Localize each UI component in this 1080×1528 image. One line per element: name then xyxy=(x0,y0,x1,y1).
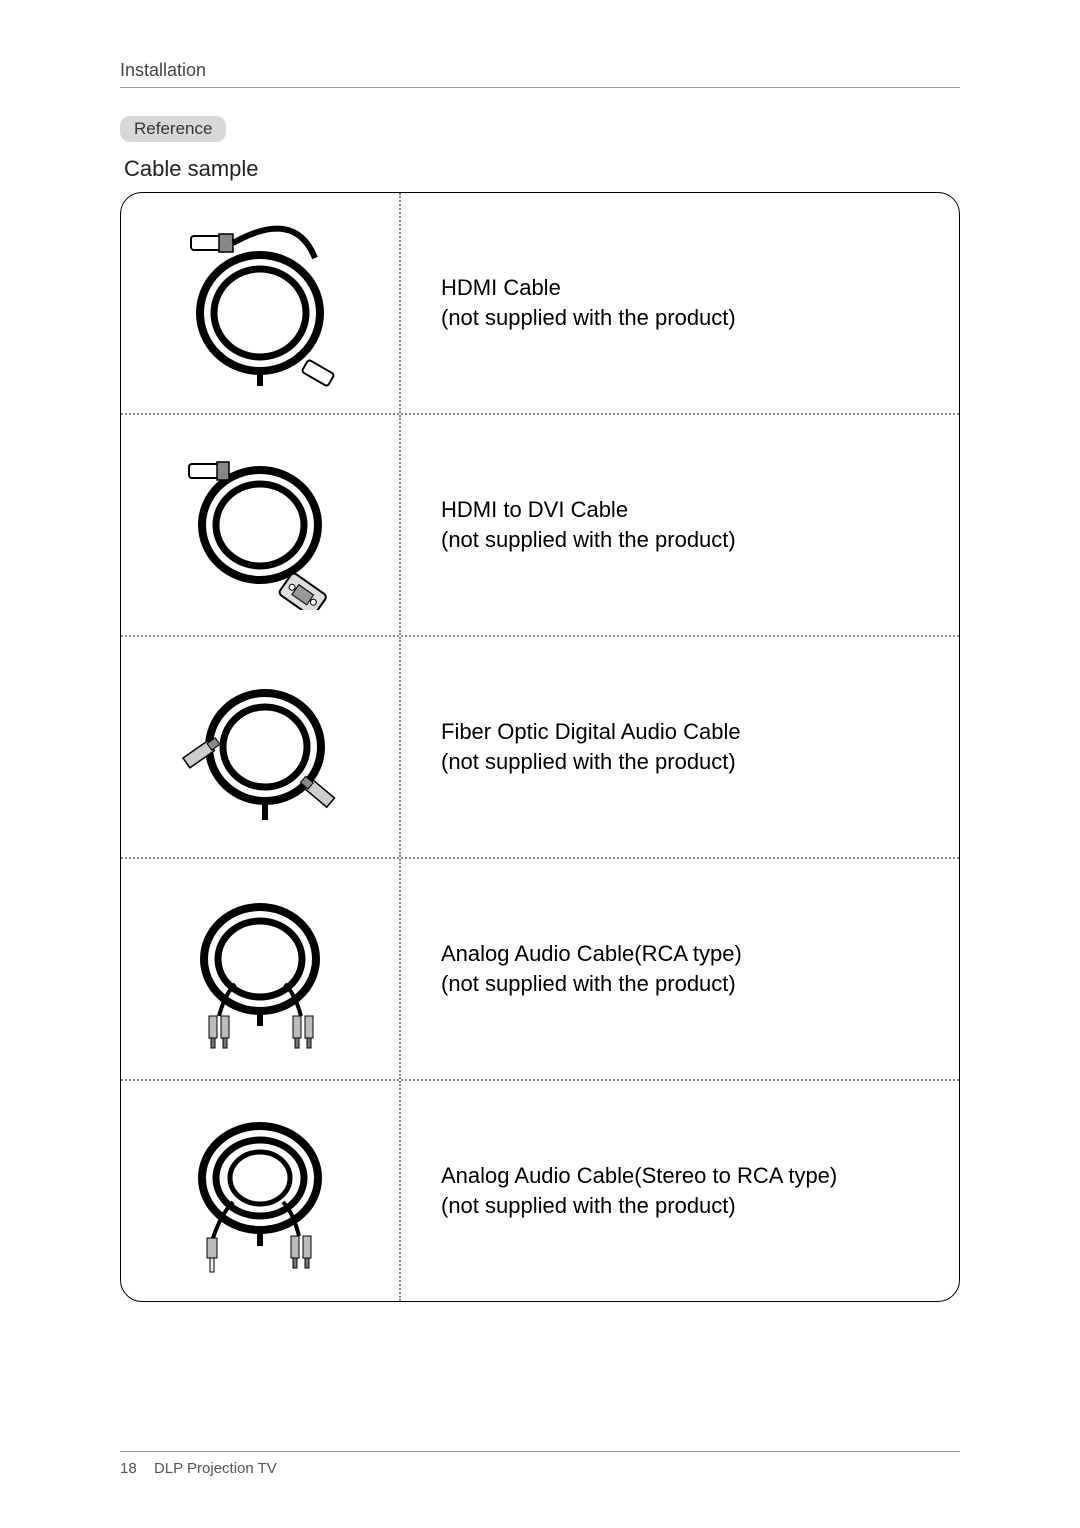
cable-subtitle: (not supplied with the product) xyxy=(441,747,919,777)
reference-pill: Reference xyxy=(120,116,226,142)
cable-subtitle: (not supplied with the product) xyxy=(441,969,919,999)
header-divider xyxy=(120,87,960,88)
cable-title: Analog Audio Cable(Stereo to RCA type) xyxy=(441,1161,919,1191)
cable-subtitle: (not supplied with the product) xyxy=(441,303,919,333)
cable-description-cell: HDMI Cable (not supplied with the produc… xyxy=(401,193,959,413)
cable-image-cell xyxy=(121,415,401,635)
fiber-optic-cable-icon xyxy=(175,662,345,832)
page-footer: 18 DLP Projection TV xyxy=(120,1451,960,1478)
hdmi-dvi-cable-icon xyxy=(175,440,345,610)
cable-description-cell: HDMI to DVI Cable (not supplied with the… xyxy=(401,415,959,635)
cable-title: Analog Audio Cable(RCA type) xyxy=(441,939,919,969)
cable-title: Fiber Optic Digital Audio Cable xyxy=(441,717,919,747)
cable-subtitle: (not supplied with the product) xyxy=(441,1191,919,1221)
cable-title: HDMI to DVI Cable xyxy=(441,495,919,525)
table-row: Analog Audio Cable(Stereo to RCA type) (… xyxy=(121,1081,959,1301)
table-row: Fiber Optic Digital Audio Cable (not sup… xyxy=(121,637,959,857)
cable-image-cell xyxy=(121,859,401,1079)
footer-divider xyxy=(120,1451,960,1452)
footer-page-number: 18 xyxy=(120,1460,137,1477)
cable-description-cell: Fiber Optic Digital Audio Cable (not sup… xyxy=(401,637,959,857)
manual-page: Installation Reference Cable sample HDMI… xyxy=(0,0,1080,1528)
table-row: Analog Audio Cable(RCA type) (not suppli… xyxy=(121,859,959,1079)
cable-description-cell: Analog Audio Cable(RCA type) (not suppli… xyxy=(401,859,959,1079)
cable-description-cell: Analog Audio Cable(Stereo to RCA type) (… xyxy=(401,1081,959,1301)
header-section-label: Installation xyxy=(120,60,960,81)
table-row: HDMI Cable (not supplied with the produc… xyxy=(121,193,959,413)
footer-product-name-text: DLP Projection TV xyxy=(154,1460,277,1477)
cable-table: HDMI Cable (not supplied with the produc… xyxy=(120,192,960,1302)
cable-image-cell xyxy=(121,637,401,857)
cable-subtitle: (not supplied with the product) xyxy=(441,525,919,555)
analog-stereo-rca-cable-icon xyxy=(175,1106,345,1276)
table-row: HDMI to DVI Cable (not supplied with the… xyxy=(121,415,959,635)
analog-rca-cable-icon xyxy=(175,884,345,1054)
footer-product-name xyxy=(141,1460,149,1477)
section-title: Cable sample xyxy=(124,156,960,182)
hdmi-cable-icon xyxy=(175,218,345,388)
cable-image-cell xyxy=(121,193,401,413)
cable-image-cell xyxy=(121,1081,401,1301)
cable-title: HDMI Cable xyxy=(441,273,919,303)
